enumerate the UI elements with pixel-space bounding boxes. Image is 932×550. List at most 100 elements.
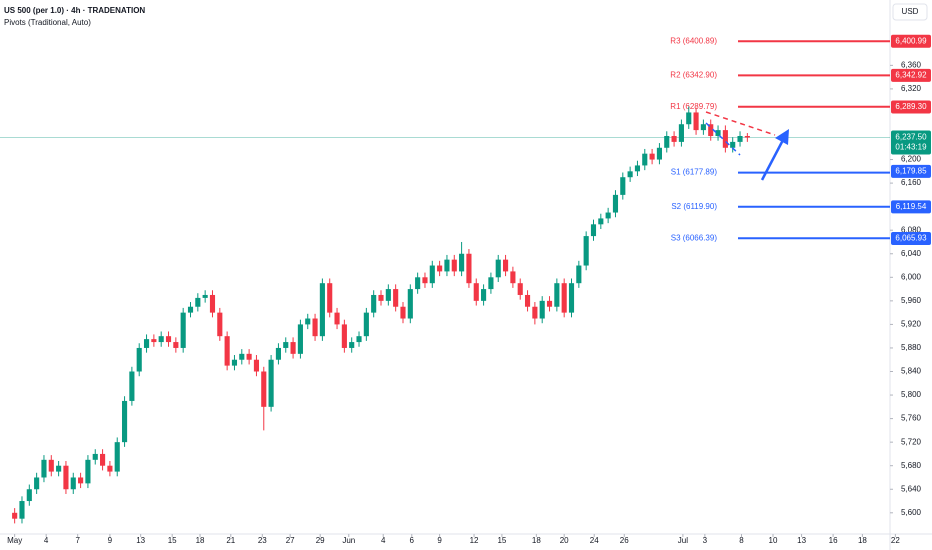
candle-body	[290, 342, 296, 354]
arrow-shaft	[760, 139, 785, 181]
y-tick-label: 5,680	[901, 461, 922, 470]
candle-body	[517, 283, 523, 295]
candle-body	[415, 277, 421, 290]
x-tick-label: 13	[797, 536, 806, 545]
x-tick-label: Jul	[678, 536, 688, 545]
candle-body	[349, 342, 355, 348]
candle-body	[671, 136, 677, 142]
candle-body	[437, 265, 443, 272]
candle-body	[363, 312, 369, 337]
x-tick-label: 7	[75, 536, 80, 545]
pivot-label: S2 (6119.90)	[671, 202, 717, 211]
candle-body	[173, 342, 179, 348]
currency-button[interactable]	[892, 3, 928, 21]
candle-body	[642, 153, 648, 166]
arrow-head	[775, 129, 789, 145]
candle-body	[41, 459, 47, 478]
x-tick-label: 12	[470, 536, 479, 545]
y-tick-label: 6,160	[901, 178, 922, 187]
candle-body	[268, 359, 274, 407]
candle-body	[319, 283, 325, 337]
y-tick-label: 6,000	[901, 272, 922, 281]
x-tick-label: 16	[829, 536, 838, 545]
candle-body	[466, 253, 472, 284]
pivot-label: R1 (6289.79)	[670, 102, 717, 111]
candle-body	[165, 336, 172, 343]
pivot-label: R2 (6342.90)	[670, 71, 717, 80]
x-tick-label: 4	[44, 536, 49, 545]
candle-body	[180, 312, 186, 348]
pivot-tag	[891, 200, 931, 214]
candle-body	[444, 259, 450, 272]
support-trendline	[705, 122, 741, 156]
candle-body	[627, 171, 633, 178]
candle-body	[246, 353, 252, 360]
candle-body	[620, 177, 626, 195]
y-tick-label: 5,800	[901, 390, 922, 399]
chart-title: US 500 (per 1.0) · 4h · TRADENATION	[4, 6, 145, 15]
candle-body	[744, 136, 750, 138]
x-tick-label: May	[7, 536, 22, 545]
pivot-tag	[891, 34, 931, 48]
candle-body	[143, 339, 150, 348]
pivot-tag	[891, 231, 931, 245]
candle-body	[334, 312, 340, 325]
candle-body	[327, 283, 333, 313]
resistance-trendline	[705, 111, 776, 136]
x-tick-label: 15	[168, 536, 177, 545]
candle-body	[605, 212, 611, 219]
candle-body	[590, 224, 597, 237]
candle-body	[217, 312, 223, 337]
candle-body	[532, 306, 538, 319]
candle-body	[297, 324, 303, 354]
pivot-tag	[891, 68, 931, 82]
candle-body	[121, 400, 128, 443]
candle-body	[554, 283, 560, 307]
candle-body	[209, 294, 216, 313]
candle-body	[231, 359, 238, 366]
candle-body	[63, 465, 69, 490]
pivot-tag	[891, 164, 931, 178]
pivot-tag-label: 6,179.85	[895, 167, 927, 176]
candle-body	[546, 300, 553, 307]
candle-body	[224, 336, 230, 366]
candle-body	[275, 347, 281, 360]
candle-body	[686, 112, 692, 125]
y-tick-label: 6,040	[901, 249, 922, 258]
candle-body	[187, 306, 194, 313]
x-tick-label: 20	[560, 536, 569, 545]
candle-body	[510, 271, 516, 284]
candle-body	[356, 336, 362, 343]
x-tick-label: 27	[286, 536, 295, 545]
pivot-label: R3 (6400.89)	[670, 36, 717, 45]
candle-body	[70, 477, 76, 490]
pivot-label: S3 (6066.39)	[671, 233, 718, 242]
y-tick-label: 6,080	[901, 225, 922, 234]
candle-body	[393, 289, 399, 307]
candle-body	[722, 130, 728, 148]
candle-body	[129, 371, 135, 401]
y-tick-label: 5,960	[901, 296, 922, 305]
candle-body	[158, 336, 164, 343]
candle-body	[136, 347, 142, 372]
candle-body	[151, 339, 157, 343]
currency-label[interactable]: USD	[902, 7, 919, 16]
marks: 5,600 5,640 5,680 5,720 5,760 5,800 5,840 5,880…	[0, 36, 922, 545]
candle-body	[649, 153, 655, 160]
y-tick-label: 6,320	[901, 84, 922, 93]
x-tick-label: 24	[590, 536, 599, 545]
x-tick-label: 10	[769, 536, 778, 545]
y-tick-label: 5,760	[901, 414, 922, 423]
candle-body	[481, 289, 487, 301]
candle-body	[56, 465, 62, 472]
pivot-label: S1 (6177.89)	[671, 168, 718, 177]
last-price-label: 6,237.50	[895, 133, 927, 142]
candle-body	[261, 371, 267, 407]
candle-body	[678, 124, 684, 142]
candle-body	[598, 218, 604, 225]
candle-body	[583, 236, 589, 266]
y-tick-label: 5,920	[901, 320, 922, 329]
candle-body	[48, 459, 54, 472]
